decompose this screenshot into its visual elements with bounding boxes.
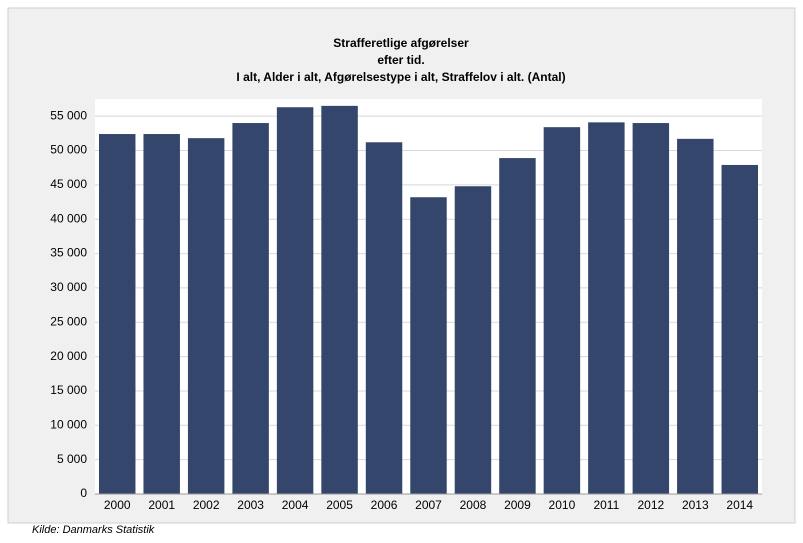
y-tick-label: 35 000 xyxy=(50,246,87,260)
bar xyxy=(588,122,625,495)
bar xyxy=(677,138,714,494)
x-tick-label: 2011 xyxy=(593,498,619,512)
bar xyxy=(499,158,536,495)
bar xyxy=(454,186,492,495)
x-tick-label: 2006 xyxy=(371,498,398,512)
y-tick-label: 15 000 xyxy=(50,383,87,397)
y-tick-label: 5 000 xyxy=(57,452,87,466)
y-tick-label: 50 000 xyxy=(50,143,87,157)
chart-title: efter tid. xyxy=(377,53,424,67)
y-tick-label: 40 000 xyxy=(50,211,87,225)
bar xyxy=(232,123,269,494)
bar xyxy=(143,134,180,494)
chart-title: I alt, Alder i alt, Afgørelsestype i alt… xyxy=(236,70,565,84)
y-tick-label: 55 000 xyxy=(50,108,87,122)
x-tick-label: 2007 xyxy=(415,498,442,512)
y-tick-label: 20 000 xyxy=(50,349,87,363)
x-tick-label: 2010 xyxy=(549,498,576,512)
bar xyxy=(99,134,136,494)
x-tick-label: 2004 xyxy=(282,498,309,512)
y-tick-label: 45 000 xyxy=(50,177,87,191)
source: Kilde: Danmarks Statistik xyxy=(32,524,155,536)
bar xyxy=(721,164,758,495)
bar xyxy=(187,138,225,494)
x-tick-label: 2008 xyxy=(460,498,487,512)
y-tick-label: 10 000 xyxy=(50,417,87,431)
x-tick-label: 2005 xyxy=(326,498,353,512)
x-tick-label: 2009 xyxy=(504,498,531,512)
bar xyxy=(632,123,670,494)
y-tick-label: 0 xyxy=(80,486,87,500)
x-tick-label: 2014 xyxy=(726,498,753,512)
bar xyxy=(321,105,358,494)
x-tick-label: 2013 xyxy=(682,498,709,512)
bar xyxy=(543,127,581,494)
x-tick-label: 2012 xyxy=(637,498,664,512)
chart-title: Strafferetlige afgørelser xyxy=(333,36,469,50)
x-tick-label: 2001 xyxy=(148,498,175,512)
bar xyxy=(410,197,447,494)
x-tick-label: 2003 xyxy=(237,498,264,512)
y-tick-label: 30 000 xyxy=(50,280,87,294)
x-tick-label: 2000 xyxy=(104,498,131,512)
x-tick-label: 2002 xyxy=(193,498,220,512)
bar xyxy=(276,107,314,495)
bar xyxy=(365,142,403,494)
y-tick-label: 25 000 xyxy=(50,314,87,328)
